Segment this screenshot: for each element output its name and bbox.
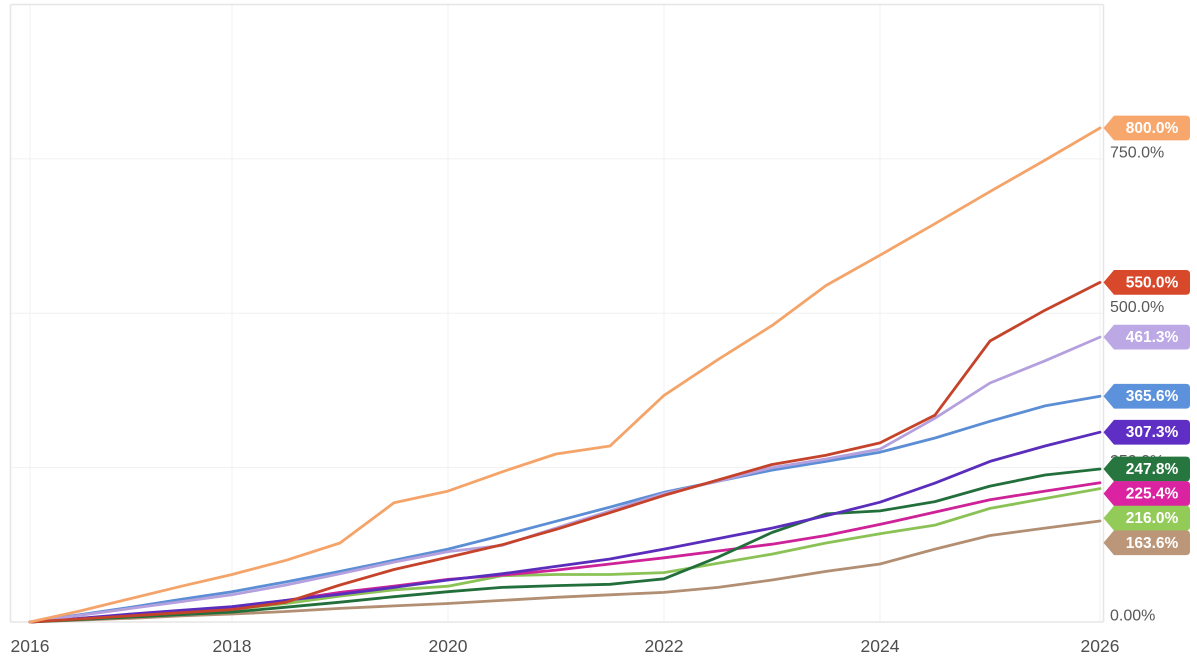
- tag-label-red: 550.0%: [1126, 274, 1179, 291]
- tag-label-light-green: 216.0%: [1126, 510, 1179, 527]
- x-tick-label: 2022: [645, 636, 684, 656]
- series-tag-dark-green[interactable]: 247.8%: [1103, 456, 1191, 482]
- y-tick-label: 500.0%: [1110, 299, 1164, 316]
- tag-shape-magenta: [1103, 481, 1190, 506]
- tag-label-dark-green: 247.8%: [1126, 461, 1179, 478]
- series-line-brown[interactable]: [28, 519, 1102, 624]
- tag-label-violet: 307.3%: [1126, 424, 1179, 441]
- series-tag-orange[interactable]: 800.0%: [1103, 115, 1191, 141]
- tag-label-orange: 800.0%: [1126, 120, 1179, 137]
- series-line-red[interactable]: [28, 280, 1102, 624]
- series-line-light-purple[interactable]: [28, 335, 1102, 624]
- series-tag-blue[interactable]: 365.6%: [1103, 383, 1191, 409]
- series-tag-light-green[interactable]: 216.0%: [1103, 505, 1191, 531]
- series-line-orange[interactable]: [28, 126, 1102, 624]
- plot-border: [9, 3, 1105, 623]
- series-tag-brown[interactable]: 163.6%: [1103, 530, 1191, 556]
- tag-shape-dark-green: [1103, 456, 1190, 482]
- series-tag-light-purple[interactable]: 461.3%: [1103, 324, 1191, 350]
- tag-label-brown: 163.6%: [1126, 535, 1179, 552]
- series-line-dark-green[interactable]: [28, 467, 1102, 624]
- tag-label-light-purple: 461.3%: [1126, 329, 1179, 346]
- tag-shape-orange: [1103, 115, 1190, 141]
- x-tick-label: 2020: [429, 636, 468, 656]
- tag-shape-light-green: [1103, 505, 1190, 531]
- tag-shape-light-purple: [1103, 324, 1190, 350]
- series-tag-violet[interactable]: 307.3%: [1103, 419, 1191, 445]
- x-tick-label: 2026: [1081, 636, 1120, 656]
- x-tick-label: 2018: [213, 636, 252, 656]
- tag-shape-violet: [1103, 419, 1190, 445]
- series-tags: 800.0% 550.0% 461.3% 365.6% 307.3% 247.8% 225.…: [1103, 115, 1191, 556]
- x-tick-label: 2024: [861, 636, 900, 656]
- series-line-light-green[interactable]: [28, 487, 1102, 624]
- tag-shape-blue: [1103, 383, 1190, 409]
- series-tag-magenta[interactable]: 225.4%: [1103, 481, 1191, 506]
- tag-label-blue: 365.6%: [1126, 388, 1179, 405]
- tag-shape-red: [1103, 269, 1190, 295]
- tag-label-magenta: 225.4%: [1126, 486, 1179, 503]
- x-axis-labels: 2016 2018 2020 2022 2024 2026: [11, 636, 1120, 656]
- series-line-violet[interactable]: [28, 430, 1102, 624]
- series-lines: [28, 126, 1102, 624]
- tag-shape-brown: [1103, 530, 1190, 556]
- series-tag-red[interactable]: 550.0%: [1103, 269, 1191, 295]
- y-tick-label: 750.0%: [1110, 144, 1164, 161]
- x-tick-label: 2016: [11, 636, 50, 656]
- y-tick-label: 0.00%: [1110, 608, 1155, 625]
- series-line-blue[interactable]: [28, 394, 1102, 624]
